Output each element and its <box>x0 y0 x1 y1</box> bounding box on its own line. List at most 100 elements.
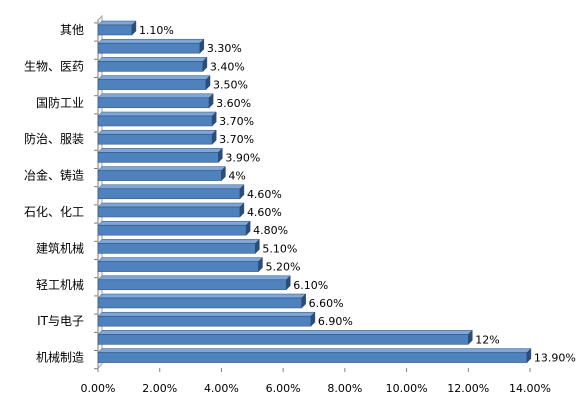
category-label: 生物、医药 <box>24 59 84 73</box>
bar-end <box>301 293 306 309</box>
bar-end <box>199 38 205 54</box>
bar-front <box>97 206 241 218</box>
category-label: 其他 <box>60 23 84 37</box>
bar <box>97 256 264 273</box>
bar <box>97 202 245 218</box>
data-label: 4% <box>228 170 245 183</box>
bar-end <box>245 220 251 236</box>
bar-front <box>97 115 213 127</box>
bar-top <box>97 330 473 335</box>
bar <box>97 347 532 364</box>
bar-end <box>205 74 211 91</box>
x-tick-label: 8.00% <box>327 382 362 395</box>
bar-front <box>97 24 133 36</box>
bar-front <box>97 79 207 90</box>
bar-front <box>97 224 247 236</box>
data-label: 3.30% <box>207 42 242 55</box>
bar-top <box>97 275 291 281</box>
data-label: 5.20% <box>265 261 300 274</box>
bar-front <box>97 334 469 345</box>
data-label: 3.90% <box>225 151 260 164</box>
data-label: 3.40% <box>210 60 245 73</box>
bar-top <box>97 184 245 190</box>
bar-top <box>97 38 205 44</box>
category-label: 轻工机械 <box>36 277 84 292</box>
bar-end <box>258 256 263 273</box>
data-label: 1.10% <box>139 24 174 37</box>
bar-top <box>97 93 214 99</box>
bar <box>97 129 217 145</box>
data-label: 6.60% <box>309 297 344 310</box>
bar-top <box>97 311 316 317</box>
category-label: 石化、化工 <box>24 205 84 219</box>
bar <box>97 56 208 73</box>
bar-front <box>97 352 528 363</box>
bar-top <box>97 75 211 80</box>
x-tick-label: 6.00% <box>266 382 301 395</box>
bar-top <box>97 293 307 299</box>
bar-front <box>97 42 201 54</box>
category-label: 防治、服装 <box>24 131 84 146</box>
labels: 1.10% 其他 3.30% 3.40% 生物、医药 3.50% 3.60% 国防工业 3.70… <box>24 23 576 365</box>
data-label: 5.10% <box>262 242 297 255</box>
data-label: 6.90% <box>318 315 353 328</box>
bar-top <box>97 257 264 262</box>
x-tick-label: 0.00% <box>81 382 116 395</box>
bar-top <box>97 239 260 244</box>
bar-top <box>97 111 217 117</box>
bar-end <box>310 311 316 327</box>
bar-front <box>97 188 241 200</box>
bar <box>97 93 214 109</box>
x-tick-label: 12.00% <box>447 382 489 395</box>
data-label: 4.60% <box>247 188 282 201</box>
bar-top <box>97 57 208 62</box>
bar-end <box>285 275 291 291</box>
bar-front <box>97 297 302 309</box>
data-label: 3.70% <box>219 115 254 128</box>
bar-top <box>97 20 137 26</box>
data-label: 13.90% <box>534 352 576 365</box>
bar-end <box>239 202 245 218</box>
bar-front <box>97 170 222 181</box>
bar <box>97 38 205 54</box>
bar-front <box>97 152 219 163</box>
category-label: 冶金、铸造 <box>24 168 84 183</box>
data-label: 3.70% <box>219 133 254 146</box>
category-label: 建筑机械 <box>36 240 84 255</box>
bar-end <box>255 238 260 255</box>
category-label: 国防工业 <box>36 95 84 110</box>
bar-top <box>97 348 532 353</box>
bar <box>97 74 211 91</box>
x-tick-label: 4.00% <box>204 382 239 395</box>
category-label: IT与电子 <box>37 314 84 328</box>
bar-front <box>97 279 287 291</box>
bar <box>97 111 217 127</box>
data-label: 6.10% <box>293 279 328 292</box>
x-tick-label: 10.00% <box>386 382 428 395</box>
data-label: 12% <box>475 333 499 346</box>
bar-top <box>97 202 245 208</box>
data-label: 4.80% <box>253 224 288 237</box>
bar <box>97 329 473 346</box>
bar-end <box>202 56 208 73</box>
bar <box>97 311 316 327</box>
category-label: 机械制造 <box>36 350 84 365</box>
bar-end <box>211 129 217 145</box>
bar-end <box>218 147 223 164</box>
bar-front <box>97 61 204 72</box>
bar-front <box>97 243 256 254</box>
bar <box>97 293 307 309</box>
bar-end <box>526 347 532 364</box>
bar-top <box>97 129 217 135</box>
bar <box>97 238 260 255</box>
bar <box>97 20 137 36</box>
bar-end <box>221 165 226 182</box>
bar <box>97 184 245 200</box>
data-label: 3.50% <box>213 79 248 92</box>
bar <box>97 165 227 182</box>
x-tick-label: 2.00% <box>142 382 177 395</box>
bars <box>97 20 532 364</box>
bar-end <box>239 184 245 200</box>
bar-end <box>208 93 214 109</box>
